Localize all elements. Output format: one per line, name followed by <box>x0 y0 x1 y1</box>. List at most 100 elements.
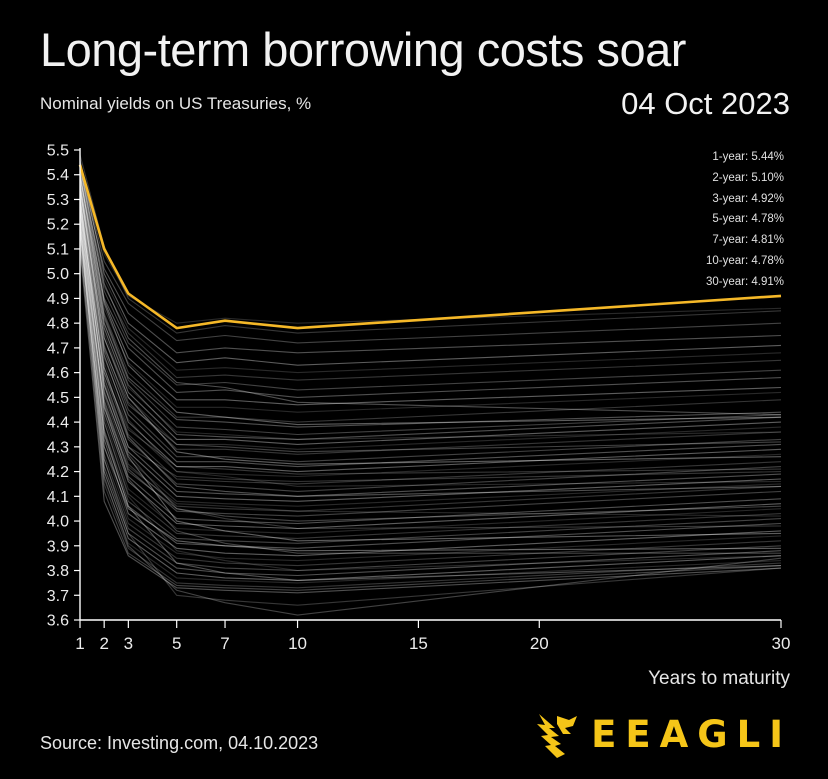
y-tick-label: 4.7 <box>47 340 69 357</box>
maturity-yields-legend: 1-year: 5.44% 2-year: 5.10% 3-year: 4.92% 5… <box>706 147 784 293</box>
legend-item-5-year: 5-year: 4.78% <box>712 213 784 226</box>
background-curve <box>79 184 782 485</box>
background-curve <box>79 206 782 572</box>
background-curve <box>79 172 782 381</box>
background-curve <box>79 211 782 562</box>
background-curve <box>79 174 782 450</box>
y-tick-label: 5.2 <box>47 217 69 234</box>
background-curve <box>79 162 782 324</box>
background-curve <box>79 174 782 398</box>
x-tick-label: 3 <box>124 634 133 653</box>
background-curve <box>79 169 782 374</box>
background-curve <box>79 184 782 445</box>
background-curve <box>79 184 782 440</box>
x-axis-label: Years to maturity <box>648 668 790 689</box>
background-curve <box>79 189 782 497</box>
background-curve <box>79 209 782 534</box>
chart-axes: 3.6 3.7 3.8 3.9 4.0 4.1 4.2 4.3 4.4 4.5 4.6 4.7 4.8 4… <box>47 143 791 654</box>
legend-item-7-year: 7-year: 4.81% <box>712 234 784 247</box>
background-curve <box>79 187 782 453</box>
x-tick-label: 1 <box>75 634 84 653</box>
background-curve <box>79 172 782 440</box>
eagle-icon <box>537 714 578 758</box>
background-curve <box>79 169 782 423</box>
highlighted-curve-line <box>78 164 782 330</box>
background-curve <box>79 167 782 354</box>
y-tick-label: 4.2 <box>47 464 69 481</box>
chart-subtitle: Nominal yields on US Treasuries, % <box>40 94 312 113</box>
x-tick-label: 5 <box>172 634 181 653</box>
background-curve <box>79 221 782 581</box>
background-curve <box>79 209 782 497</box>
background-yield-curves <box>79 154 782 616</box>
brand-logo: EEAGLI <box>535 708 792 760</box>
background-curve <box>79 224 782 606</box>
x-tick-label: 15 <box>409 634 428 653</box>
y-tick-label: 3.6 <box>47 613 69 630</box>
background-curve <box>79 199 782 487</box>
background-curve <box>79 177 782 413</box>
legend-item-10-year: 10-year: 4.78% <box>706 254 784 267</box>
y-tick-label: 4.5 <box>47 390 69 407</box>
background-curve <box>79 219 782 483</box>
y-tick-label: 5.0 <box>47 266 69 283</box>
legend-item-3-year: 3-year: 4.92% <box>712 192 784 205</box>
background-curve <box>79 221 781 554</box>
highlighted-yield-curve <box>78 164 782 330</box>
background-curve <box>79 189 782 465</box>
chart-date: 04 Oct 2023 <box>621 86 790 121</box>
y-tick-label: 5.5 <box>47 143 69 160</box>
background-curve <box>79 224 782 567</box>
background-curve <box>79 199 782 530</box>
background-curve <box>79 164 782 406</box>
y-tick-label: 5.4 <box>47 167 69 184</box>
background-curve <box>79 196 782 492</box>
background-curve <box>79 248 782 594</box>
y-tick-label: 4.8 <box>47 316 69 333</box>
background-curve <box>79 187 782 455</box>
background-curve <box>79 196 782 542</box>
background-curve <box>79 167 782 416</box>
background-curve <box>79 229 782 522</box>
y-tick-label: 5.3 <box>47 192 69 209</box>
background-curve <box>79 194 782 517</box>
background-curve <box>79 229 782 577</box>
background-curve <box>79 216 782 572</box>
background-curve <box>79 192 782 478</box>
background-curve <box>79 234 782 584</box>
background-curve <box>79 159 782 366</box>
background-curve <box>79 192 782 507</box>
x-tick-label: 10 <box>288 634 307 653</box>
background-curve <box>79 204 782 475</box>
background-curve <box>79 179 782 463</box>
background-curve <box>79 243 782 616</box>
background-curve <box>79 219 782 557</box>
background-curve <box>79 226 782 589</box>
background-curve <box>79 201 782 539</box>
x-tick-label: 30 <box>772 634 791 653</box>
background-curve <box>79 179 782 436</box>
background-curve <box>79 201 782 512</box>
x-tick-label: 2 <box>99 634 108 653</box>
background-curve <box>79 241 782 591</box>
y-tick-label: 3.8 <box>47 563 69 580</box>
background-curve <box>79 154 782 334</box>
legend-item-1-year: 1-year: 5.44% <box>712 151 784 163</box>
background-curve <box>79 206 782 525</box>
background-curve <box>79 236 782 552</box>
y-tick-label: 4.4 <box>47 415 69 432</box>
background-curve <box>79 189 782 468</box>
brand-name: EEAGLI <box>591 712 792 756</box>
x-tick-label: 7 <box>220 634 229 653</box>
background-curve <box>79 182 782 473</box>
source-note: Source: Investing.com, 04.10.2023 <box>40 733 319 753</box>
x-tick-label: 20 <box>530 634 549 653</box>
background-curve <box>79 162 782 391</box>
background-curve <box>79 164 782 344</box>
y-tick-label: 5.1 <box>47 241 69 258</box>
background-curve <box>79 214 782 517</box>
background-curve <box>79 214 782 544</box>
legend-item-2-year: 2-year: 5.10% <box>712 171 784 184</box>
y-tick-label: 4.0 <box>47 514 69 531</box>
